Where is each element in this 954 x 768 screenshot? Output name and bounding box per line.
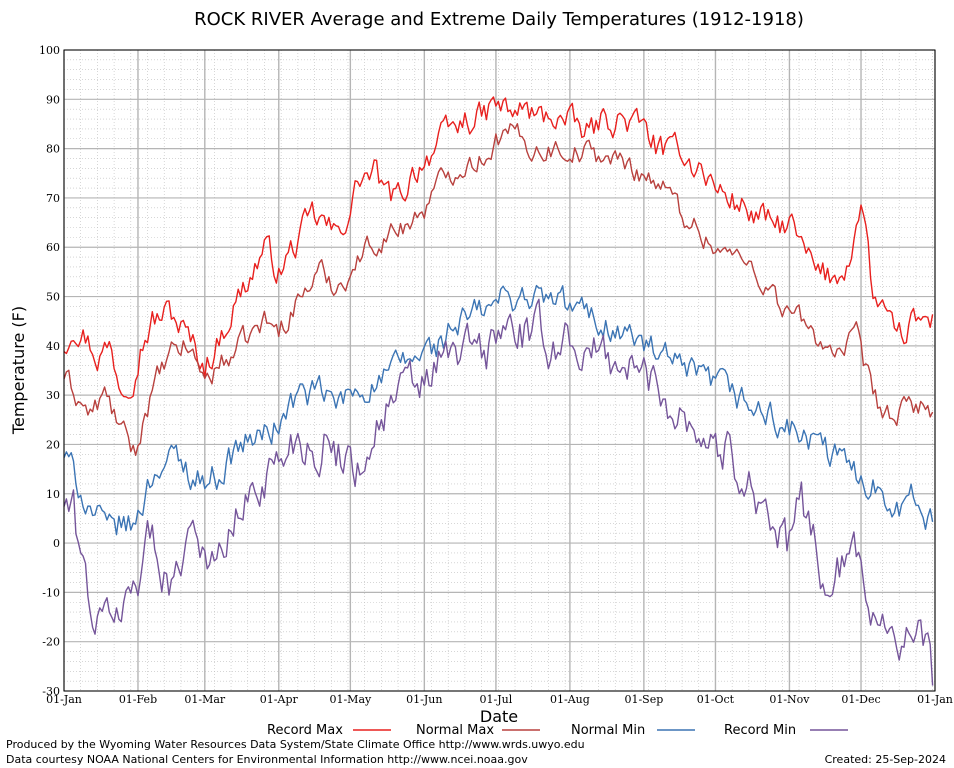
y-axis-label: Temperature (F) (9, 306, 28, 435)
chart-title: ROCK RIVER Average and Extreme Daily Tem… (194, 9, 804, 30)
y-tick-label: 20 (46, 438, 60, 451)
x-tick-label: 01-Dec (841, 693, 880, 706)
x-axis-label: Date (480, 707, 518, 726)
y-tick-label: 90 (46, 93, 60, 106)
y-tick-label: 30 (46, 389, 60, 402)
y-tick-label: 60 (46, 241, 60, 254)
x-tick-label: 01-Oct (697, 693, 735, 706)
x-tick-label: 01-Mar (184, 693, 226, 706)
x-tick-label: 01-Jul (480, 693, 513, 706)
x-tick-label: 01-Feb (119, 693, 157, 706)
plot-background (64, 50, 935, 691)
series-line-normal-max (63, 122, 934, 456)
x-tick-label: 01-Nov (769, 693, 810, 706)
y-tick-label: 10 (46, 488, 60, 501)
y-tick-label: -20 (42, 636, 60, 649)
axes: -30 -20 -10 0 10 20 30 40 50 60 70 80 90 100 01-Jan 01-… (39, 44, 953, 706)
y-tick-label: -30 (42, 685, 60, 698)
legend-label: Record Max (267, 723, 343, 738)
y-tick-label: 50 (46, 291, 60, 304)
y-tick-label: 70 (46, 192, 60, 205)
y-tick-label: 80 (46, 143, 60, 156)
legend-label: Record Min (724, 723, 796, 738)
x-tick-label: 01-Apr (260, 693, 299, 706)
footer-produced-by: Produced by the Wyoming Water Resources … (6, 738, 585, 751)
y-tick-label: 40 (46, 340, 60, 353)
series-line-record-min (63, 298, 934, 686)
footer-data-courtesy: Data courtesy NOAA National Centers for … (6, 753, 528, 766)
x-tick-label: 01-Jun (406, 693, 442, 706)
series-line-normal-min (63, 284, 934, 536)
legend: Record Max Normal Max Normal Min Record Min (267, 723, 848, 738)
series-lines (63, 96, 934, 686)
legend-label: Normal Max (416, 723, 494, 738)
footer-created: Created: 25-Sep-2024 (824, 753, 946, 766)
legend-label: Normal Min (571, 723, 645, 738)
y-tick-label: 0 (53, 537, 60, 550)
series-line-record-max (63, 96, 934, 399)
plot-area (64, 50, 935, 691)
x-tick-label: 01-Jan (46, 693, 82, 706)
x-tick-label: 01-Aug (550, 693, 590, 706)
x-tick-label: 01-Jan (917, 693, 953, 706)
plot-border (63, 49, 936, 692)
y-tick-label: -10 (42, 586, 60, 599)
x-tick-label: 01-May (329, 693, 372, 706)
y-tick-label: 100 (39, 44, 60, 57)
x-tick-label: 01-Sep (624, 693, 663, 706)
grid (63, 49, 936, 692)
